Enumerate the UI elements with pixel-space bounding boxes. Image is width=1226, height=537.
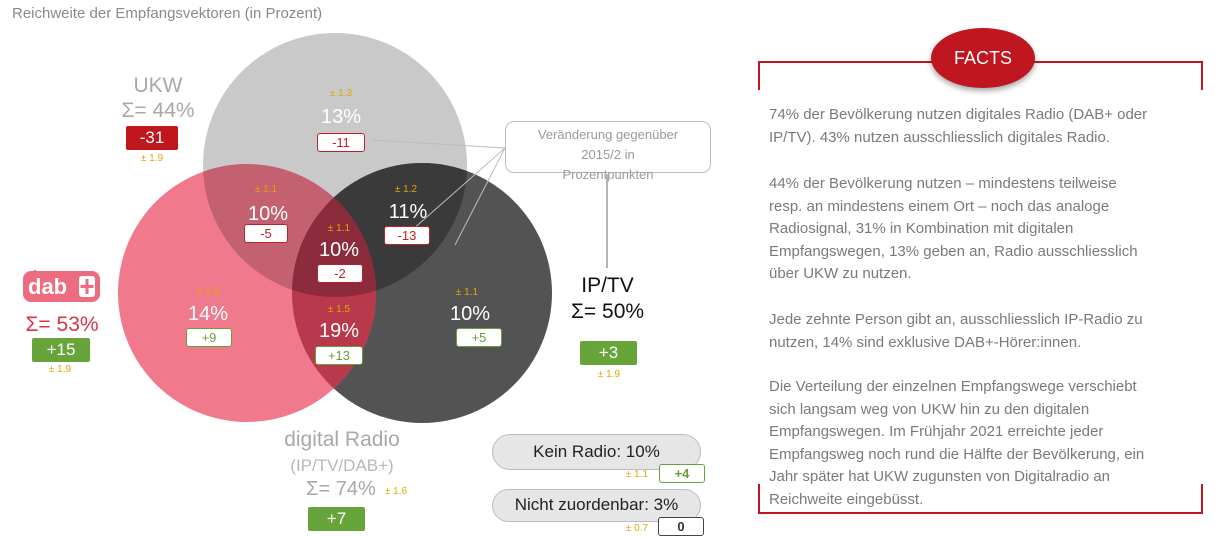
facts-paragraph-1: 74% der Bevölkerung nutzen digitales Rad…	[769, 104, 1199, 149]
region-triple-value: 10%	[318, 239, 360, 261]
ukw-label: UKW	[133, 74, 183, 97]
digital-radio-error: ± 1.6	[384, 486, 408, 497]
nicht-zuordenbar-error: ± 0.7	[625, 523, 649, 534]
region-ukw-value: 13%	[320, 106, 362, 128]
digital-radio-total: Σ= 74%	[306, 478, 376, 500]
region-ipt-value: 10%	[449, 303, 491, 325]
dab-total: Σ= 53%	[25, 313, 99, 336]
dab-error: ± 1.9	[48, 364, 72, 375]
facts-line: Reichweite eingebüsst.	[769, 490, 924, 508]
facts-paragraph-4: Die Verteilung der einzelnen Empfangsweg…	[769, 376, 1199, 511]
facts-line: 74% der Bevölkerung nutzen digitales Rad…	[769, 106, 1148, 123]
region-ukw-dab-value: 10%	[247, 203, 289, 225]
facts-line: Jahr später hat UKW zugunsten von Digita…	[769, 468, 1111, 485]
facts-line: Empfangsweg noch rund die Hälfte der Bev…	[769, 445, 1145, 463]
region-ukw-change: -11	[317, 133, 365, 152]
dab-change-badge: +15	[32, 338, 90, 362]
ukw-change-badge: -31	[126, 126, 178, 150]
dab-logo: dab	[22, 263, 101, 303]
facts-paragraph-2: 44% der Bevölkerung nutzen – mindestens …	[769, 173, 1199, 286]
kein-radio-error: ± 1.1	[625, 469, 649, 480]
region-triple-error: ± 1.1	[327, 223, 351, 234]
facts-line: Radiosignal, 31% in Kombination mit digi…	[769, 220, 1074, 237]
ipt-error: ± 1.9	[597, 369, 621, 380]
region-ukw-dab-error: ± 1.1	[254, 184, 278, 195]
ukw-error: ± 1.9	[140, 153, 164, 164]
region-ukw-dab-change: -5	[244, 224, 288, 243]
facts-line: über UKW zu nutzen.	[769, 265, 912, 282]
region-dab-error: ± 1.3	[196, 286, 220, 297]
nicht-zuordenbar-pill: Nicht zuordenbar: 3%	[492, 489, 701, 522]
facts-line: Empfangswegen, 13% geben an, Radio aussc…	[769, 242, 1138, 260]
facts-line: Empfangswegen. Im Frühjahr 2021 erreicht…	[769, 423, 1104, 440]
digital-radio-sublabel: (IP/TV/DAB+)	[290, 456, 394, 475]
region-triple-change: -2	[317, 264, 363, 283]
facts-line: IP/TV). 43% nutzen ausschliesslich digit…	[769, 128, 1111, 146]
facts-line: Jede zehnte Person gibt an, ausschliessl…	[769, 311, 1143, 328]
ukw-total: Σ= 44%	[121, 99, 195, 122]
dab-logo-text: dab	[28, 274, 67, 299]
facts-line: resp. an mindestens einem Ort – noch das…	[769, 197, 1110, 215]
facts-paragraph-3: Jede zehnte Person gibt an, ausschliessl…	[769, 309, 1199, 354]
facts-frame-bottom	[758, 484, 1203, 514]
region-dab-change: +9	[186, 328, 232, 347]
region-dab-ipt-change: +13	[315, 346, 363, 365]
region-ipt-change: +5	[456, 328, 502, 347]
ipt-change-badge: +3	[580, 341, 637, 365]
note-connector	[454, 147, 506, 246]
region-dab-value: 14%	[187, 303, 229, 325]
region-ipt-error: ± 1.1	[455, 287, 479, 298]
facts-line: Die Verteilung der einzelnen Empfangsweg…	[769, 378, 1137, 395]
ipt-total: Σ= 50%	[570, 300, 645, 323]
facts-line: sich langsam weg von UKW hin zu den digi…	[769, 400, 1090, 418]
region-ukw-ipt-change: -13	[384, 226, 430, 245]
region-ukw-error: ± 1.3	[329, 88, 353, 99]
region-dab-ipt-error: ± 1.5	[327, 304, 351, 315]
region-ukw-ipt-value: 11%	[388, 201, 428, 223]
digital-radio-label: digital Radio	[284, 428, 400, 451]
kein-radio-change: +4	[659, 464, 705, 483]
digital-radio-change-badge: +7	[308, 507, 365, 531]
facts-line: 44% der Bevölkerung nutzen – mindestens …	[769, 175, 1117, 192]
note-connector	[371, 139, 506, 149]
chart-title: Reichweite der Empfangsvektoren (in Proz…	[12, 5, 323, 22]
change-note-text: Veränderung gegenüber 2015/2 in Prozentp…	[537, 127, 679, 182]
ipt-label: IP/TV	[581, 274, 634, 297]
facts-badge: FACTS	[931, 28, 1035, 88]
change-note: Veränderung gegenüber 2015/2 in Prozentp…	[505, 121, 711, 182]
facts-line: nutzen, 14% sind exklusive DAB+-Hörer:in…	[769, 333, 1082, 351]
nicht-zuordenbar-change: 0	[658, 517, 704, 536]
region-ukw-ipt-error: ± 1.2	[394, 184, 418, 195]
region-dab-ipt-value: 19%	[318, 320, 360, 342]
